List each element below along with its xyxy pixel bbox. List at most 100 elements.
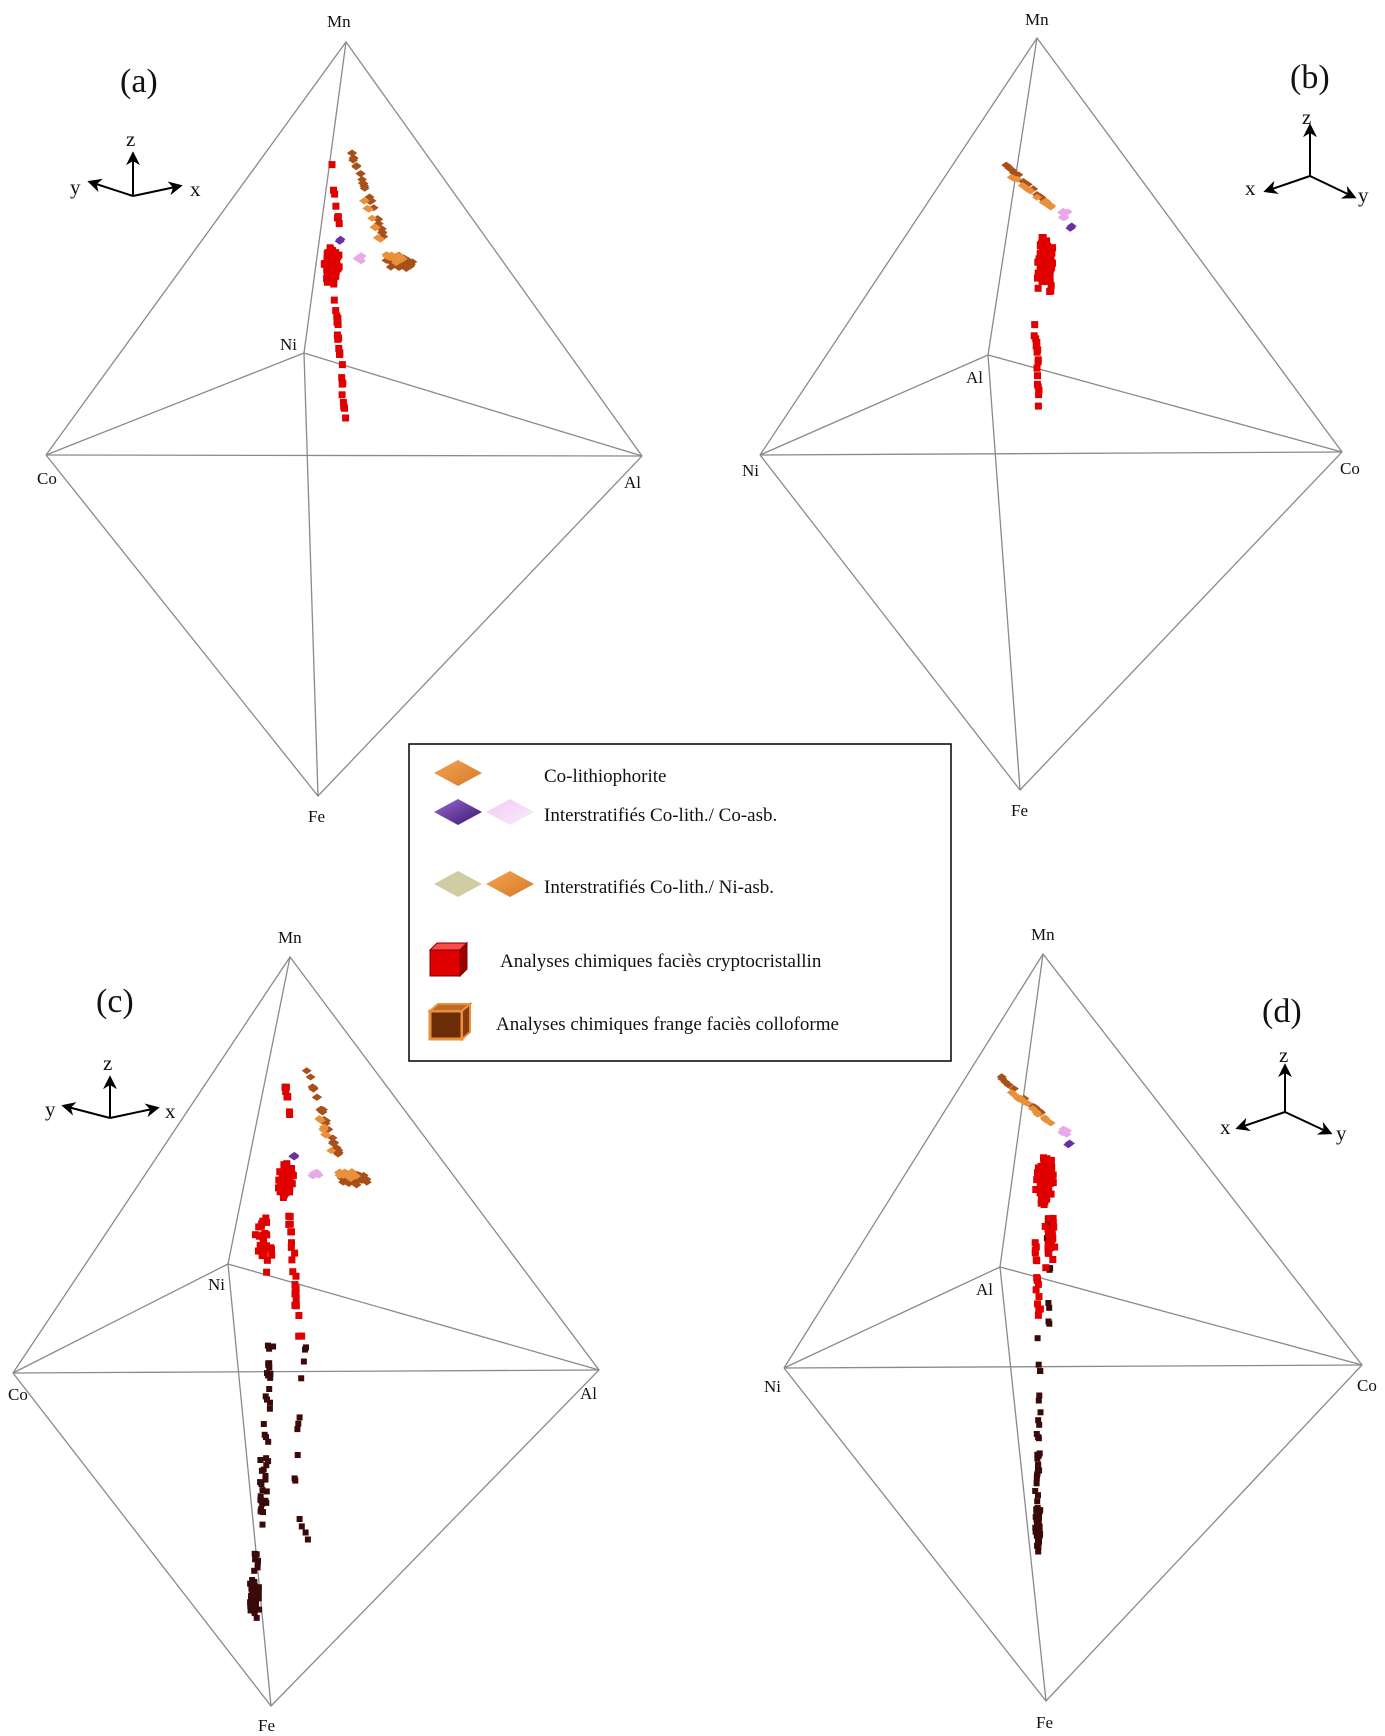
data-point-red	[1040, 254, 1048, 262]
data-point-red	[1049, 259, 1056, 267]
data-point-red	[1038, 1166, 1046, 1174]
data-point-dark	[251, 1610, 258, 1617]
data-point-orange	[382, 252, 393, 260]
data-point-orange	[326, 1147, 337, 1155]
axis-up-label-d: z	[1279, 1043, 1288, 1067]
data-point-red	[283, 1092, 291, 1100]
data-point-red	[295, 1312, 303, 1319]
data-point-brown	[312, 1093, 323, 1101]
edge	[303, 41, 347, 354]
data-point-dark	[1034, 1514, 1041, 1521]
data-point-red	[1038, 277, 1046, 285]
data-point-red	[1033, 1176, 1041, 1184]
data-point-red	[335, 220, 343, 228]
edge	[12, 1263, 229, 1374]
data-point-dark	[1035, 1518, 1041, 1525]
data-point-orange	[395, 253, 406, 261]
axis-y-arrow	[1284, 1111, 1333, 1135]
data-point-dark	[265, 1438, 272, 1445]
data-point-red	[341, 404, 348, 412]
data-point-orange	[1040, 1115, 1051, 1123]
edge	[303, 352, 643, 457]
vertex-label-left-a: Co	[37, 469, 57, 488]
data-point-dark	[1035, 1466, 1041, 1473]
data-point-dark	[252, 1596, 259, 1603]
data-point-red	[1032, 1286, 1040, 1294]
data-point-dark	[267, 1370, 274, 1377]
data-point-red	[1042, 271, 1050, 279]
data-point-red	[338, 380, 346, 388]
vertex-label-top-b: Mn	[1025, 10, 1049, 29]
data-point-red	[1045, 1215, 1053, 1223]
data-point-red	[1042, 1264, 1050, 1272]
data-point-dark	[292, 1477, 299, 1484]
data-point-dark	[263, 1462, 270, 1469]
data-point-dark	[266, 1386, 273, 1392]
data-point-orange	[367, 214, 378, 222]
data-point-dark	[304, 1536, 311, 1543]
vertex-label-right-d: Co	[1357, 1376, 1377, 1395]
data-point-red	[282, 1088, 290, 1096]
legend-symbol-purple-diamond	[434, 799, 482, 825]
data-point-red	[282, 1168, 290, 1176]
data-point-dark	[1045, 1300, 1052, 1306]
data-point-dark	[1036, 1421, 1043, 1428]
data-point-orange	[375, 235, 386, 243]
data-point-dark	[248, 1598, 255, 1605]
legend-item-co-lith-ni-asb: Interstratifiés Co-lith./ Ni-asb.	[434, 871, 774, 898]
axis-x-arrow	[1263, 175, 1311, 195]
legend-item-cryptocristallin: Analyses chimiques faciès cryptocristall…	[428, 941, 822, 978]
edge	[227, 1263, 600, 1371]
data-point-dark	[258, 1506, 265, 1513]
data-point-purple	[334, 237, 345, 245]
axis-left-label-c: y	[45, 1097, 56, 1121]
data-point-red	[1031, 321, 1039, 329]
data-point-red	[1047, 282, 1055, 290]
axis-x-arrow	[132, 181, 183, 197]
data-point-dark	[255, 1584, 262, 1591]
data-point-red	[328, 161, 336, 169]
data-point-dark	[1035, 1525, 1042, 1532]
data-point-dark	[250, 1602, 257, 1609]
data-point-dark	[257, 1493, 264, 1500]
axis-up-label-c: z	[103, 1051, 112, 1075]
data-point-red	[335, 263, 343, 271]
legend-symbol-orange-diamond	[486, 871, 534, 897]
data-point-dark	[1035, 1361, 1042, 1368]
data-point-red	[279, 1178, 287, 1186]
data-point-dark	[1037, 1409, 1044, 1416]
data-point-brown	[315, 1106, 326, 1114]
data-point-red	[1051, 1243, 1059, 1251]
data-point-red	[1041, 265, 1049, 273]
data-point-red	[1044, 1225, 1052, 1233]
data-point-orange	[370, 224, 381, 232]
data-point-red	[292, 1302, 300, 1310]
data-point-red	[334, 214, 341, 222]
data-point-red	[281, 1083, 289, 1091]
edge	[987, 354, 1021, 791]
edge	[227, 1263, 272, 1707]
data-point-dark	[1034, 1451, 1041, 1458]
data-point-red	[1038, 234, 1046, 241]
data-point-red	[338, 391, 346, 399]
data-point-red	[1040, 1201, 1048, 1208]
data-point-red	[1050, 1223, 1058, 1231]
data-point-red	[1034, 284, 1042, 292]
data-point-dark	[263, 1455, 270, 1462]
data-point-orange	[318, 1125, 329, 1133]
legend-box	[408, 743, 952, 1062]
data-point-red	[1033, 1274, 1041, 1282]
panel-label-a: (a)	[120, 63, 158, 100]
data-point-dark	[1047, 1265, 1054, 1272]
axis-x-arrow	[109, 1103, 160, 1119]
data-point-dark	[1035, 1417, 1042, 1424]
edge	[45, 352, 305, 456]
data-point-dark	[262, 1473, 269, 1479]
data-point-red	[1032, 1243, 1040, 1251]
scatter-points-b	[1001, 161, 1077, 410]
edge	[759, 451, 1343, 456]
data-point-red	[323, 255, 331, 262]
data-point-red	[333, 312, 341, 320]
data-point-brown	[327, 1134, 338, 1142]
data-point-red	[289, 1268, 297, 1276]
